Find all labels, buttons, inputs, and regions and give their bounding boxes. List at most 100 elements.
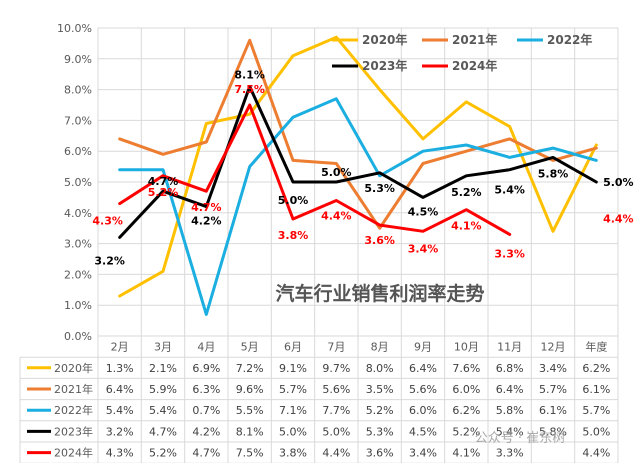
data-label-4-9: 3.3%	[494, 247, 525, 260]
table-cell: 9.6%	[236, 383, 264, 396]
table-cell: 5.2%	[452, 425, 480, 438]
table-cell: 4.1%	[452, 447, 480, 460]
table-cell: 3.4%	[539, 362, 567, 375]
table-cell: 5.7%	[279, 383, 307, 396]
legend-label-4: 2024年	[452, 58, 497, 73]
table-cell: 5.7%	[582, 404, 610, 417]
table-cell: 4.2%	[192, 425, 220, 438]
table-cell: 0.7%	[192, 404, 220, 417]
data-label-4-3: 7.5%	[234, 83, 265, 96]
table-cell: 7.5%	[236, 447, 264, 460]
legend-label-0: 2020年	[362, 32, 407, 47]
table-cell: 5.0%	[322, 425, 350, 438]
data-label-3-6: 5.3%	[364, 182, 395, 195]
data-label-4-5: 4.4%	[321, 209, 352, 222]
table-cell: 4.4%	[322, 447, 350, 460]
data-labels: 3.2%4.7%4.2%8.1%5.0%5.0%5.3%4.5%5.2% 5.4%…	[92, 69, 633, 268]
data-label-3-7: 4.5%	[408, 205, 439, 218]
x-tick-label: 8月	[371, 341, 389, 354]
table-cell: 3.2%	[106, 425, 134, 438]
table-row-name-4: 2024年	[54, 446, 93, 460]
y-tick-label: 2.0%	[64, 268, 92, 281]
table-cell: 5.4%	[496, 425, 524, 438]
table-cell: 4.5%	[409, 425, 437, 438]
y-tick-label: 9.0%	[64, 53, 92, 66]
x-tick-label: 7月	[327, 341, 345, 354]
table-cell: 6.2%	[582, 362, 610, 375]
table-row-name-1: 2021年	[54, 382, 93, 396]
data-label-4-1: 5.2%	[148, 186, 179, 199]
table-cell: 3.5%	[366, 383, 394, 396]
table-cell: 5.4%	[106, 404, 134, 417]
data-label-4-4: 3.8%	[278, 229, 309, 242]
table-cell: 2.1%	[149, 362, 177, 375]
y-tick-label: 10.0%	[57, 22, 92, 35]
table-cell: 5.3%	[366, 425, 394, 438]
table-row-name-2: 2022年	[54, 403, 93, 417]
data-label-3-1: 4.7%	[148, 175, 179, 188]
table-row-name-3: 2023年	[54, 424, 93, 438]
legend-label-1: 2021年	[452, 32, 497, 47]
table-cell: 5.5%	[236, 404, 264, 417]
y-tick-label: 5.0%	[64, 176, 92, 189]
table-cell: 6.4%	[496, 383, 524, 396]
table-row-name-0: 2020年	[54, 361, 93, 375]
legend-label-2: 2022年	[547, 32, 592, 47]
x-tick-label: 年度	[585, 340, 607, 354]
x-tick-label: 4月	[197, 341, 215, 354]
data-label-3-4: 5.0%	[278, 194, 309, 207]
y-axis: 0.0% 1.0% 2.0% 3.0% 4.0% 5.0% 6.0% 7.0% 8.0% 9.0%…	[57, 22, 92, 343]
legend: 2020年 2021年 2022年 2023年 2024年	[332, 32, 592, 73]
table-cell: 5.6%	[409, 383, 437, 396]
table-cell: 6.1%	[539, 404, 567, 417]
data-label-3-8: 5.2%	[451, 186, 482, 199]
table-cell: 5.0%	[582, 425, 610, 438]
y-tick-label: 3.0%	[64, 238, 92, 251]
x-tick-label: 3月	[154, 341, 172, 354]
table-cell: 6.4%	[106, 383, 134, 396]
data-label-4-7: 3.4%	[408, 242, 439, 255]
series-line-2	[118, 97, 598, 316]
table-cell: 6.0%	[452, 383, 480, 396]
table-cell: 3.3%	[496, 447, 524, 460]
data-label-3-11: 5.0%	[603, 176, 634, 189]
x-tick-label: 6月	[284, 341, 302, 354]
table-cell: 3.4%	[409, 447, 437, 460]
table-cell: 9.1%	[279, 362, 307, 375]
table-cell: 5.2%	[149, 447, 177, 460]
table-cell: 8.1%	[236, 425, 264, 438]
series-lines	[118, 35, 598, 316]
table-cell: 5.8%	[496, 404, 524, 417]
table-cell: 6.4%	[409, 362, 437, 375]
data-table: 2月 3月 4月 5月 6月 7月 8月 9月 10月 11月 12月 年度 2020年 1.3% 2.1%…	[19, 335, 619, 463]
data-label-4-2: 4.7%	[191, 201, 222, 214]
data-label-3-0: 3.2%	[94, 254, 125, 267]
series-line-4	[118, 103, 512, 236]
table-cell: 3.6%	[366, 447, 394, 460]
table-cell: 4.3%	[106, 447, 134, 460]
data-label-3-9: 5.4%	[494, 184, 525, 197]
data-label-3-2: 4.2%	[191, 215, 222, 228]
table-cell: 7.7%	[322, 404, 350, 417]
table-cell: 5.0%	[279, 425, 307, 438]
data-label-3-5: 5.0%	[321, 166, 352, 179]
y-tick-label: 6.0%	[64, 145, 92, 158]
table-cell: 4.7%	[192, 447, 220, 460]
x-tick-label: 11月	[497, 341, 522, 354]
table-cell: 6.0%	[409, 404, 437, 417]
table-cell: 1.3%	[106, 362, 134, 375]
table-cell: 6.2%	[452, 404, 480, 417]
data-label-4-11: 4.4%	[603, 212, 634, 225]
table-cell: 5.4%	[149, 404, 177, 417]
table-cell: 5.6%	[322, 383, 350, 396]
x-tick-label: 12月	[541, 341, 566, 354]
table-cell: 6.9%	[192, 362, 220, 375]
table-cell: 6.1%	[582, 383, 610, 396]
table-cell: 5.9%	[149, 383, 177, 396]
data-label-4-0: 4.3%	[92, 215, 123, 228]
y-tick-label: 7.0%	[64, 114, 92, 127]
series-line-1	[118, 38, 598, 230]
data-label-3-3: 8.1%	[234, 69, 265, 82]
